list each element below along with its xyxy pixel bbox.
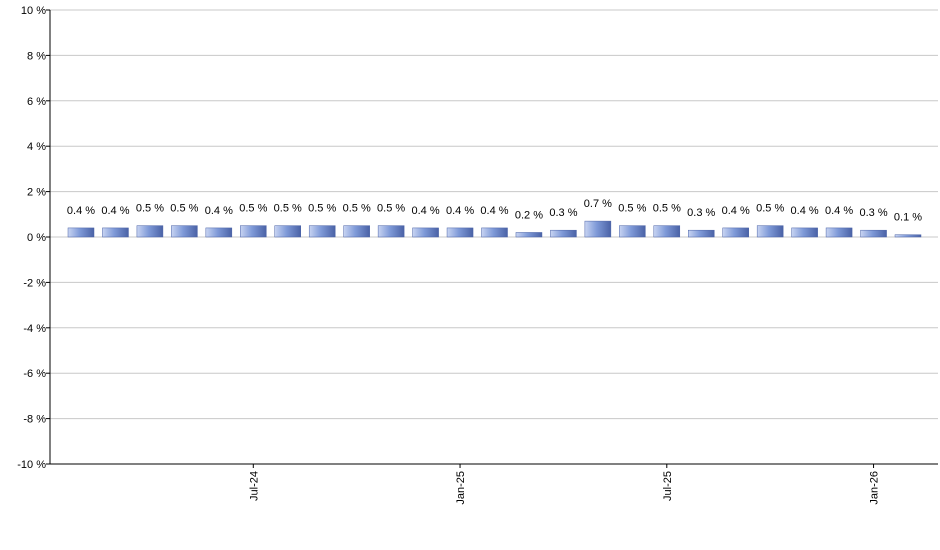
data-label: 0.5 %: [653, 203, 681, 215]
y-tick-label: 2 %: [27, 187, 46, 199]
bar: [412, 227, 439, 238]
bar: [860, 229, 887, 238]
bars: [67, 220, 922, 238]
data-label: 0.2 %: [515, 209, 543, 221]
bar: [894, 234, 922, 238]
y-tick-label: 8 %: [27, 50, 46, 62]
data-label: 0.5 %: [756, 203, 784, 215]
x-tick-label: Jul-24: [248, 471, 260, 501]
data-label: 0.7 %: [584, 198, 612, 210]
data-label: 0.3 %: [549, 207, 577, 219]
data-label: 0.5 %: [136, 203, 164, 215]
y-tick-label: 0 %: [27, 232, 46, 244]
data-label: 0.5 %: [618, 203, 646, 215]
bar: [653, 225, 681, 238]
x-tick-label: Jan-25: [455, 471, 467, 505]
data-label: 0.4 %: [412, 205, 440, 217]
data-label: 0.4 %: [205, 205, 233, 217]
data-labels: 0.4 % 0.4 % 0.5 % 0.5 % 0.4 % 0.5 % 0.5 % 0.5 %…: [67, 198, 922, 224]
x-tick-label: Jul-25: [662, 471, 674, 501]
bar: [171, 225, 198, 238]
bar: [446, 227, 474, 238]
bar: [584, 220, 612, 238]
y-tick-label: -10 %: [17, 459, 46, 471]
y-tick-label: -2 %: [23, 277, 46, 289]
y-tick-label: 6 %: [27, 96, 46, 108]
x-axis-ticks: Jul-24 Jan-25 Jul-25 Jan-26: [248, 464, 881, 505]
data-label: 0.5 %: [343, 203, 371, 215]
bar: [756, 225, 784, 238]
bar: [343, 225, 370, 238]
y-tick-label: -4 %: [23, 323, 46, 335]
bar: [136, 225, 164, 238]
bar: [67, 227, 95, 238]
data-label: 0.4 %: [101, 205, 129, 217]
data-label: 0.4 %: [722, 205, 750, 217]
bar: [619, 225, 646, 238]
data-label: 0.4 %: [67, 205, 95, 217]
bar: [377, 225, 405, 238]
bar: [825, 227, 853, 238]
y-tick-label: -8 %: [23, 414, 46, 426]
y-tick-label: 10 %: [21, 5, 46, 17]
bar: [205, 227, 233, 238]
x-tick-label: Jan-26: [869, 471, 881, 505]
data-label: 0.3 %: [687, 207, 715, 219]
bar: [481, 227, 508, 238]
data-label: 0.5 %: [239, 203, 267, 215]
y-axis-ticks: 10 % 8 % 6 % 4 % 2 % 0 % -2 % -4 % -6 % -8 % -10 %: [17, 5, 50, 471]
bar: [308, 225, 336, 238]
data-label: 0.4 %: [480, 205, 508, 217]
bar: [102, 227, 129, 238]
bar: [515, 232, 543, 238]
data-label: 0.5 %: [274, 203, 302, 215]
data-label: 0.5 %: [377, 203, 405, 215]
data-label: 0.1 %: [894, 212, 922, 224]
bar: [722, 227, 749, 238]
data-label: 0.4 %: [791, 205, 819, 217]
axes: [49, 10, 938, 465]
bar: [240, 225, 267, 238]
y-tick-label: 4 %: [27, 141, 46, 153]
data-label: 0.5 %: [308, 203, 336, 215]
data-label: 0.4 %: [446, 205, 474, 217]
bar: [274, 225, 301, 238]
data-label: 0.5 %: [170, 203, 198, 215]
bar: [791, 227, 818, 238]
data-label: 0.3 %: [859, 207, 887, 219]
bar: [550, 229, 577, 238]
y-tick-label: -6 %: [23, 368, 46, 380]
data-label: 0.4 %: [825, 205, 853, 217]
bar: [688, 229, 715, 238]
